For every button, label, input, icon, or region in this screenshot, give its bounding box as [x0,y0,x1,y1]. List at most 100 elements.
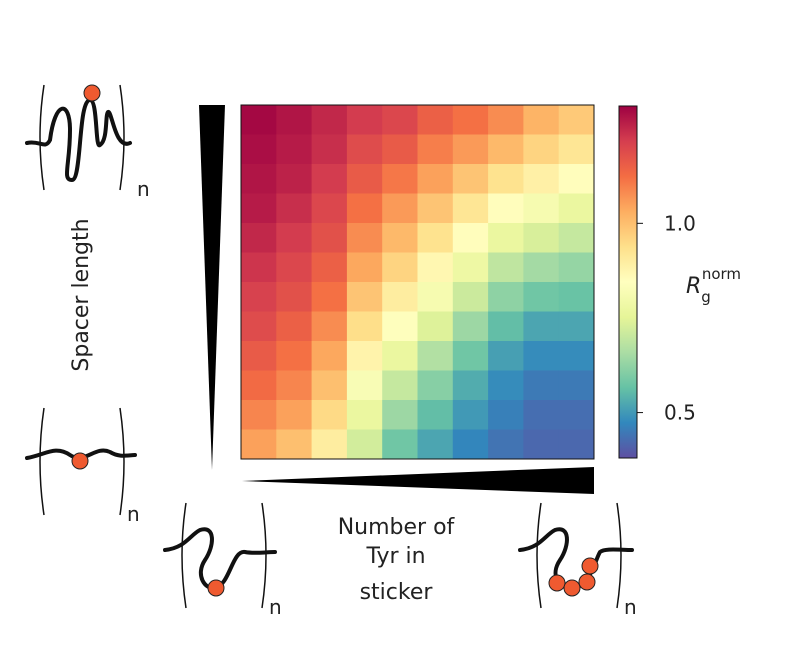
heatmap-cell [346,400,383,430]
heatmap-cell [241,193,277,224]
heatmap-cell [452,282,489,312]
repeat-n: n [624,595,637,619]
heatmap-cell [311,341,348,371]
heatmap-cell [452,105,489,135]
heatmap-cell [311,282,348,312]
colorbar-tick-label: 0.5 [664,401,696,425]
heatmap-cell [417,282,454,312]
heatmap-cell [558,164,595,194]
heatmap-cell [488,311,524,342]
heatmap-cell [523,223,560,253]
heatmap-cell [346,282,383,312]
heatmap-cell [311,400,348,430]
heatmap-cell [241,370,277,401]
one-tyr-icon [163,502,277,609]
heatmap-cell [276,252,313,283]
heatmap-cell [488,193,524,224]
heatmap-cell [558,223,595,253]
x-axis-label: Number of [338,515,456,540]
many-tyr-icon [518,502,634,609]
heatmap-cell [276,164,313,194]
heatmap-cell [241,429,277,460]
heatmap-cell [241,282,277,312]
heatmap-cell [488,223,524,253]
heatmap-cell [241,311,277,342]
heatmap-cell [346,341,383,371]
heatmap-cell [488,134,524,165]
heatmap-cell [452,311,489,342]
heatmap-cell [452,400,489,430]
x-axis-label: Tyr in [365,544,425,569]
heatmap-cell [276,341,313,371]
heatmap-cell [276,105,313,135]
heatmap-cell [523,400,560,430]
heatmap-cell [241,164,277,194]
heatmap-cell [488,282,524,312]
heatmap-cell [276,400,313,430]
heatmap-cell [346,370,383,401]
heatmap-cell [382,105,418,135]
heatmap-cell [311,311,348,342]
spacer-wedge [199,105,225,470]
heatmap-cell [452,341,489,371]
heatmap-cell [488,400,524,430]
heatmap-cell [346,252,383,283]
heatmap-cell [382,193,418,224]
heatmap-cell [417,134,454,165]
heatmap-cell [558,429,595,460]
heatmap-cell [276,311,313,342]
heatmap-cell [417,193,454,224]
repeat-n: n [137,177,150,201]
heatmap-cell [558,282,595,312]
heatmap-cell [488,252,524,283]
heatmap-cell [311,193,348,224]
heatmap-cell [276,370,313,401]
heatmap-cell [346,164,383,194]
heatmap-cell [382,429,418,460]
heatmap-cell [452,223,489,253]
heatmap-cell [558,400,595,430]
heatmap-cell [417,429,454,460]
y-axis-label: Spacer length [69,218,94,371]
heatmap-cell [523,429,560,460]
heatmap-cell [452,193,489,224]
heatmap-cell [417,223,454,253]
heatmap-cell [241,400,277,430]
heatmap-cell [488,164,524,194]
heatmap-cell [346,134,383,165]
heatmap-cell [276,282,313,312]
heatmap-cell [311,370,348,401]
heatmap-cell [523,370,560,401]
tyr-wedge [242,467,594,494]
colorbar-tick-label: 1.0 [664,211,696,235]
heatmap-cell [558,311,595,342]
heatmap-cell [452,252,489,283]
heatmap-cell [382,341,418,371]
heatmap-cell [346,105,383,135]
heatmap-cell [523,341,560,371]
heatmap-cell [488,429,524,460]
heatmap-cell [558,134,595,165]
heatmap-cell [346,193,383,224]
repeat-n: n [127,502,140,526]
heatmap-cell [311,252,348,283]
heatmap-cell [523,193,560,224]
heatmap-cell [382,400,418,430]
heatmap-cell [558,105,595,135]
heatmap-cell [417,164,454,194]
heatmap-cell [346,429,383,460]
heatmap-cell [382,282,418,312]
heatmap-cell [488,105,524,135]
heatmap-cell [241,223,277,253]
heatmap-cell [311,223,348,253]
colorbar-label-sub: g [701,288,711,306]
heatmap-cell [452,164,489,194]
heatmap-cell [346,223,383,253]
short-spacer-icon [25,407,137,516]
x-axis-label: sticker [360,580,434,605]
heatmap-cell [558,341,595,371]
colorbar-label-sup: norm [702,265,741,283]
heatmap-cell [523,311,560,342]
heatmap-cell [382,134,418,165]
heatmap-cell [523,252,560,283]
